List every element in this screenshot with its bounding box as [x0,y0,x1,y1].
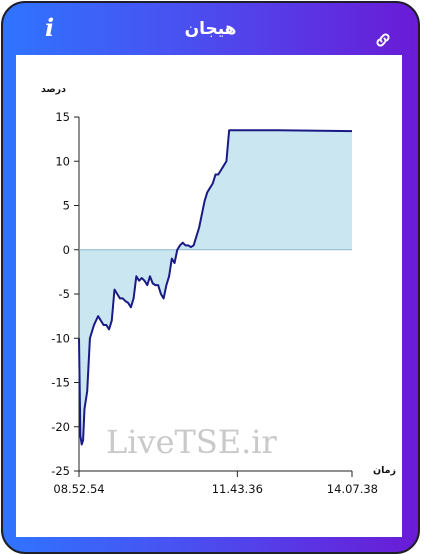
x-tick-label: 08.52.54 [53,482,104,496]
y-tick-label: 10 [55,154,70,168]
y-axis-label: درصد [41,84,66,95]
y-tick-label: 0 [63,243,70,257]
y-tick-label: -5 [59,287,70,301]
series-line [78,129,353,446]
watermark: LiveTSE.ir [106,423,278,461]
area-fill [79,130,352,445]
page-title: هیجان [184,19,237,39]
info-icon[interactable]: i [45,13,55,42]
y-tick-label: -15 [51,376,70,390]
chart-panel: درصد زمان LiveTSE.ir 15 10 5 0 -5 -10 -15 -20 -2… [16,55,402,537]
x-tick-label: 14.07.38 [327,482,378,496]
header: i هیجان [3,3,418,55]
chart: درصد زمان LiveTSE.ir 15 10 5 0 -5 -10 -15 -20 -2… [41,84,396,496]
x-axis-label: زمان [373,465,396,476]
y-tick-label: 15 [55,110,70,124]
y-tick-label: -25 [51,464,70,478]
y-tick-label: -20 [51,420,70,434]
x-tick-label: 11.43.36 [212,482,263,496]
y-tick-label: 5 [63,199,70,213]
link-icon[interactable] [374,31,392,49]
app-frame: i هیجان درصد زمان LiveTSE.ir 15 10 5 0 -5 -10… [1,1,420,554]
y-tick-label: -10 [51,331,70,345]
